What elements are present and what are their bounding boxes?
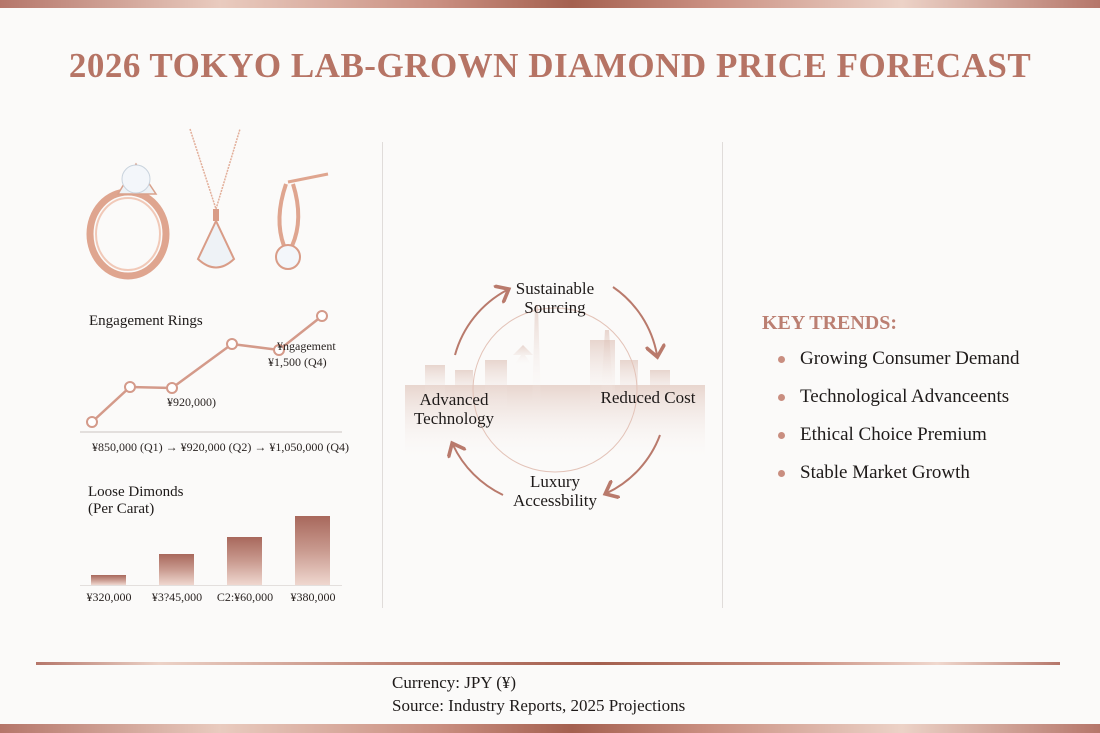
bar-label-2: ¥3?45,000 xyxy=(151,590,203,604)
bar-label-3: C2:¥60,000 xyxy=(216,590,274,604)
bullet-icon xyxy=(778,355,785,363)
necklace-icon xyxy=(189,128,241,269)
engagement-chart-title: Engagement Rings xyxy=(89,313,203,329)
key-trends-title: KEY TRENDS: xyxy=(762,312,898,334)
footer-divider xyxy=(36,662,1060,665)
jewelry-illustration xyxy=(86,128,329,280)
earring-icon xyxy=(275,172,329,270)
bullet-icon xyxy=(778,469,785,477)
page-title: 2026 TOKYO LAB-GROWN DIAMOND PRICE FOREC… xyxy=(68,46,1032,85)
bullet-icon xyxy=(778,393,785,401)
cycle-sustainable-sourcing: Sustainable Sourcing xyxy=(515,279,595,317)
bar-4 xyxy=(295,516,330,585)
loose-chart-title-2: (Per Carat) xyxy=(88,501,155,517)
bottom-decorative-band xyxy=(0,724,1100,733)
engagement-axis xyxy=(80,431,342,433)
bar-label-4: ¥380,000 xyxy=(290,590,336,604)
footer-currency: Currency: JPY (¥) xyxy=(392,673,517,692)
tokyo-skyline-icon xyxy=(405,305,705,465)
loose-chart-title-1: Loose Dimonds xyxy=(88,484,184,500)
engagement-end-label-2: ¥1,500 (Q4) xyxy=(268,355,327,369)
bar-1 xyxy=(91,575,126,585)
engagement-summary: ¥850,000 (Q1) → ¥920,000 (Q2) → ¥1,050,0… xyxy=(92,440,349,454)
bar-2 xyxy=(159,554,194,585)
trend-item: Technological Advanceents xyxy=(778,386,1009,408)
bar-axis xyxy=(80,585,342,586)
cycle-diagram xyxy=(405,275,705,515)
trend-item: Ethical Choice Premium xyxy=(778,424,987,446)
column-divider-left xyxy=(382,142,383,608)
trend-item: Growing Consumer Demand xyxy=(778,348,1020,370)
column-divider-right xyxy=(722,142,723,608)
cycle-advanced-technology: Advanced Technology xyxy=(413,390,494,428)
engagement-end-label-1: ¥ngagement xyxy=(277,339,336,353)
cycle-reduced-cost: Reduced Cost xyxy=(600,388,696,407)
bar-label-1: ¥320,000 xyxy=(86,590,132,604)
bar-3 xyxy=(227,537,262,585)
footer-source: Source: Industry Reports, 2025 Projectio… xyxy=(392,696,686,715)
bullet-icon xyxy=(778,431,785,439)
trend-item: Stable Market Growth xyxy=(778,462,970,484)
top-decorative-band xyxy=(0,0,1100,8)
ring-icon xyxy=(86,162,170,280)
cycle-luxury-accessibility: Luxury Accessbility xyxy=(512,472,598,510)
engagement-mid-label: ¥920,000) xyxy=(167,395,216,409)
